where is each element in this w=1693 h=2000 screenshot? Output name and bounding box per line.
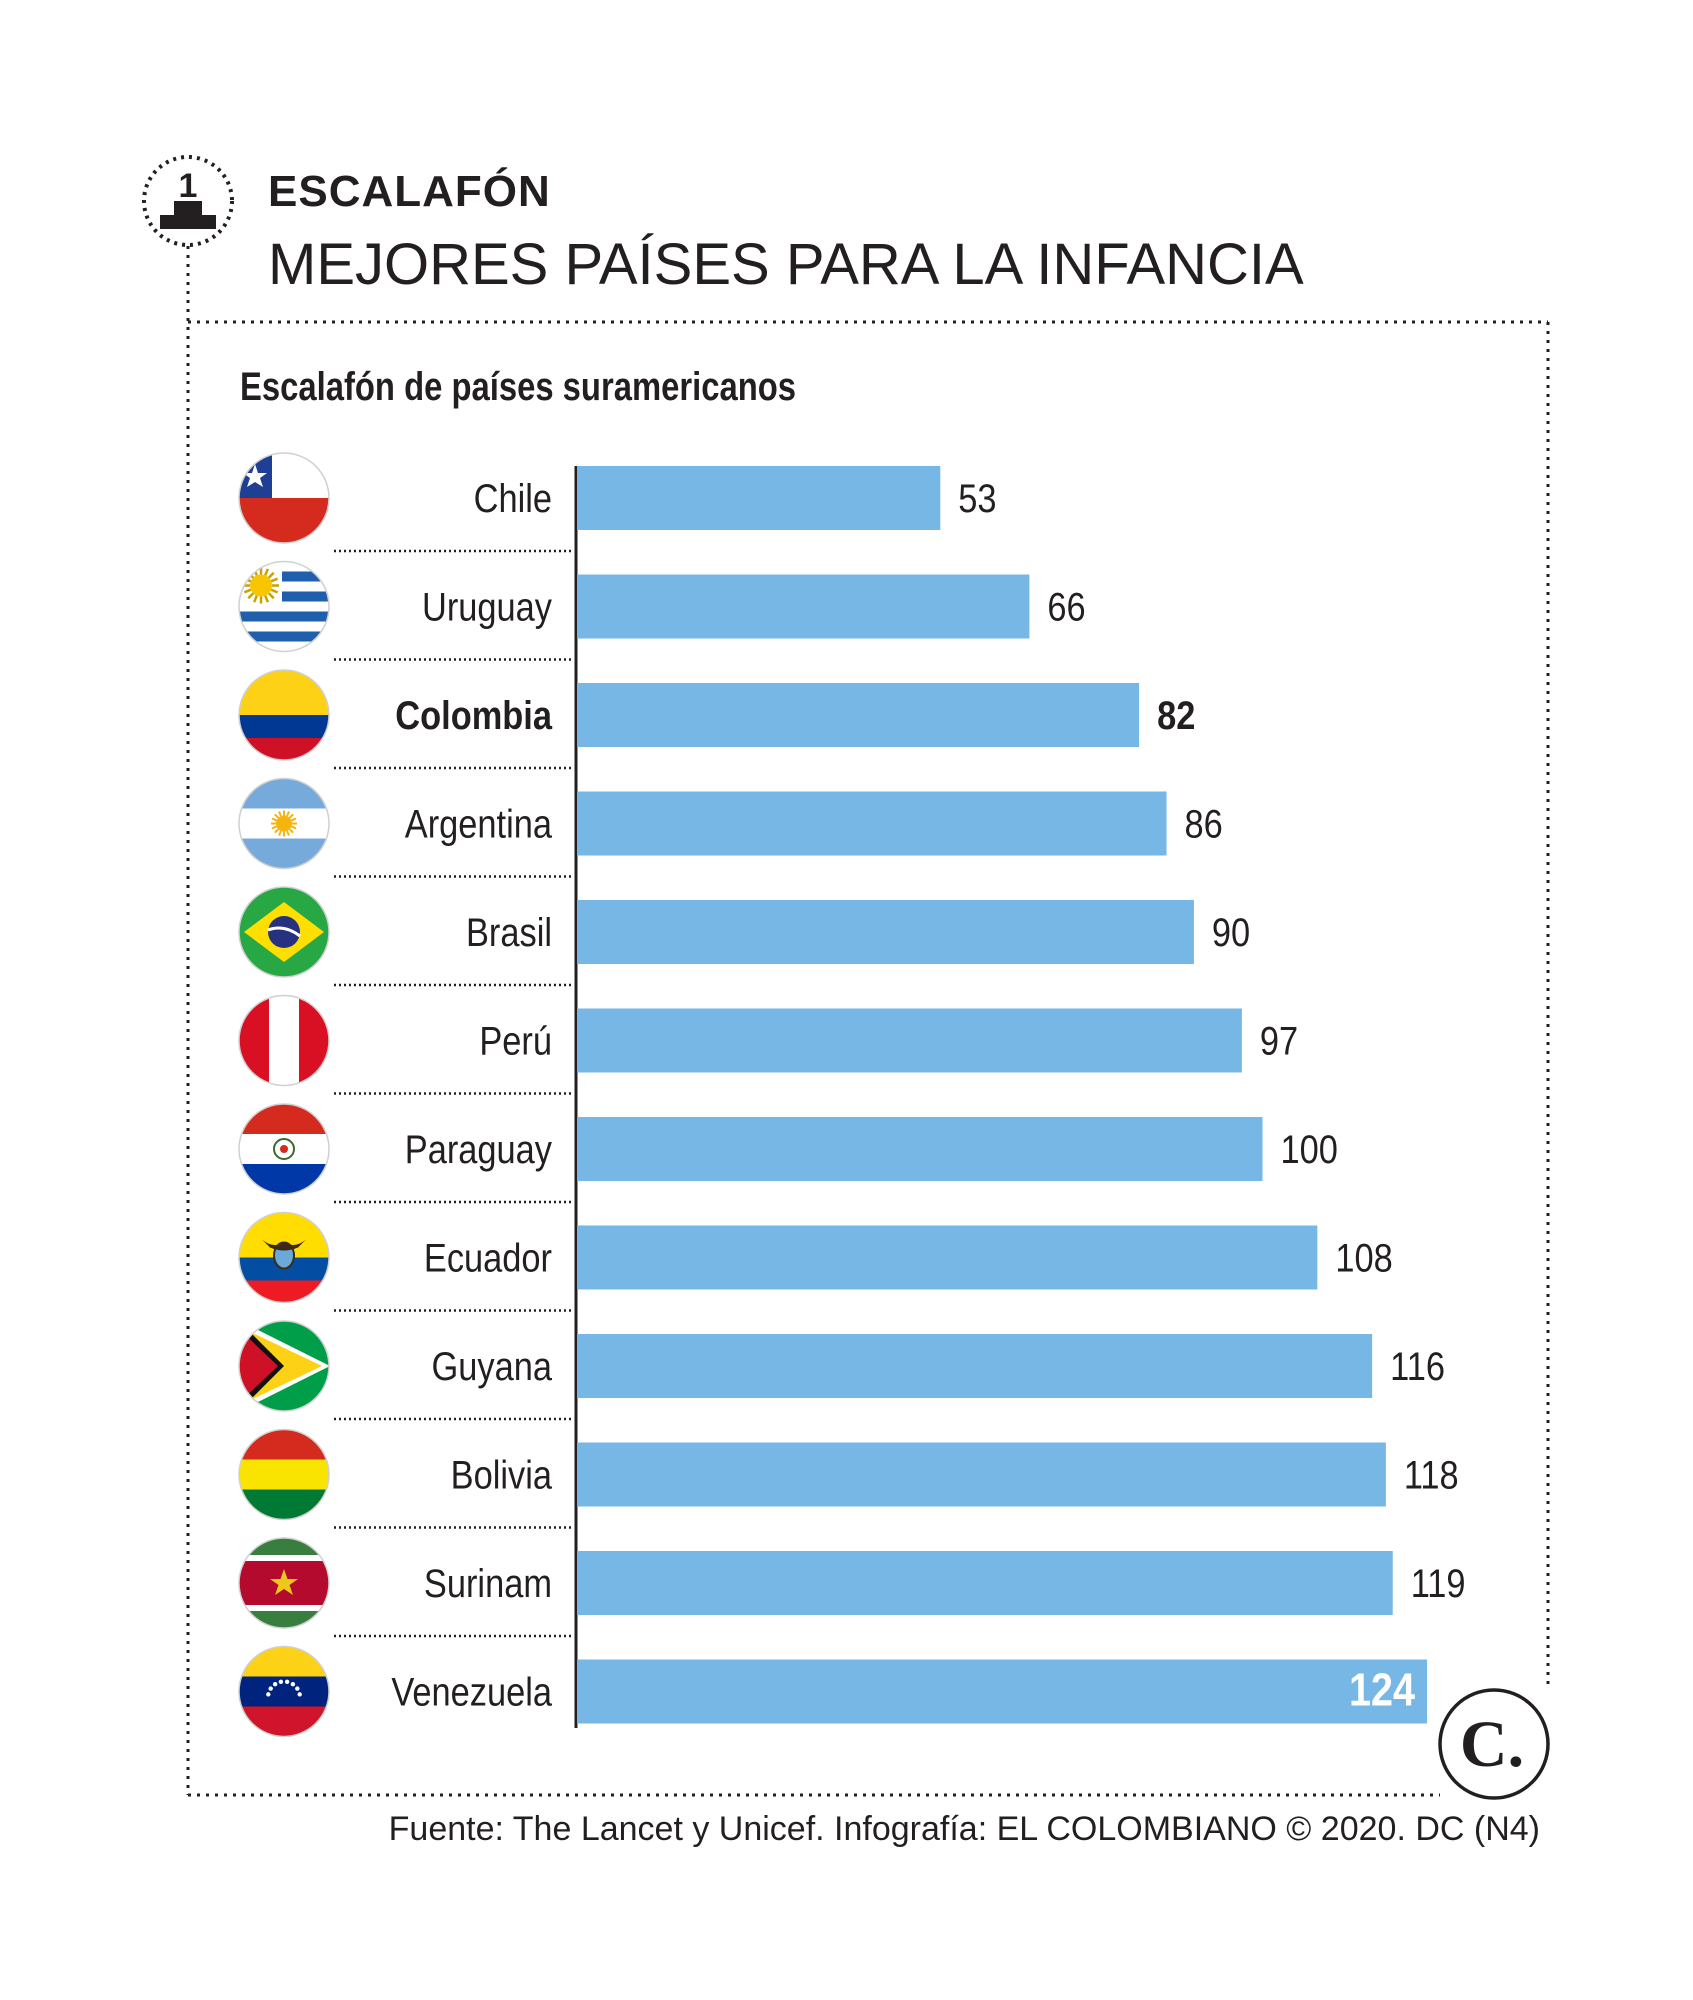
value-label: 118 (1404, 1452, 1459, 1497)
bar-bolivia (577, 1442, 1386, 1507)
el-colombiano-logo: C. (1438, 1688, 1550, 1800)
peru-flag-icon (238, 994, 330, 1087)
ecuador-flag-icon (238, 1211, 330, 1304)
category-label: Argentina (405, 801, 552, 846)
category-label: Perú (479, 1018, 552, 1063)
category-label: Paraguay (405, 1127, 553, 1172)
argentina-flag-icon (238, 777, 330, 870)
brazil-flag-icon (238, 886, 330, 978)
bar-perú (577, 1008, 1242, 1073)
paraguay-flag-icon (238, 1103, 330, 1195)
value-label: 53 (958, 476, 996, 521)
bar-venezuela (577, 1659, 1427, 1724)
bar-surinam (577, 1551, 1393, 1615)
category-labels: Chile Uruguay Colombia Argentina Brasil Perú P… (391, 476, 552, 1715)
value-label: 119 (1411, 1561, 1466, 1606)
chile-flag-icon (238, 452, 330, 544)
value-label: 82 (1157, 693, 1195, 738)
category-label: Uruguay (422, 584, 552, 629)
bar-uruguay (577, 574, 1030, 639)
bar-chile (577, 466, 941, 530)
value-label: 90 (1212, 910, 1250, 955)
category-label: Bolivia (451, 1452, 553, 1497)
bar-argentina (577, 791, 1167, 856)
flags (238, 452, 330, 1738)
value-label: 97 (1260, 1018, 1298, 1063)
category-label: Brasil (466, 910, 552, 955)
category-label: Venezuela (391, 1669, 552, 1714)
category-label: Guyana (432, 1344, 553, 1389)
category-label: Colombia (395, 693, 552, 738)
category-label: Chile (474, 476, 552, 521)
value-label: 116 (1390, 1344, 1445, 1389)
bar-paraguay (577, 1117, 1263, 1181)
value-label: 66 (1047, 584, 1085, 629)
guyana-flag-icon (238, 1320, 330, 1412)
value-label: 108 (1335, 1235, 1392, 1280)
bar-guyana (577, 1334, 1373, 1398)
category-label: Surinam (424, 1561, 552, 1606)
page-title: MEJORES PAÍSES PARA LA INFANCIA (268, 232, 1304, 297)
bars (577, 466, 1427, 1724)
value-label: 86 (1185, 801, 1223, 846)
podium-icon: 1 (142, 155, 234, 247)
logo-letter: C. (1460, 1708, 1524, 1781)
kicker: ESCALAFÓN (268, 167, 551, 216)
bolivia-flag-icon (238, 1428, 330, 1521)
value-label: 124 (1349, 1665, 1415, 1716)
bar-brasil (577, 900, 1194, 964)
chart-subtitle: Escalafón de países suramericanos (240, 365, 797, 409)
colombia-flag-icon (238, 669, 330, 761)
source-note: Fuente: The Lancet y Unicef. Infografía:… (388, 1810, 1540, 1848)
badge-number: 1 (179, 167, 198, 205)
suriname-flag-icon (238, 1537, 330, 1629)
category-label: Ecuador (424, 1235, 552, 1280)
value-labels: 53 66 82 86 90 97 100 108 116 118 119 124 (958, 476, 1465, 1717)
uruguay-flag-icon (238, 560, 330, 653)
bar-colombia (577, 683, 1140, 747)
value-label: 100 (1280, 1127, 1337, 1172)
venezuela-flag-icon (238, 1645, 330, 1738)
chart-frame (186, 246, 1550, 1797)
bar-ecuador (577, 1225, 1318, 1290)
